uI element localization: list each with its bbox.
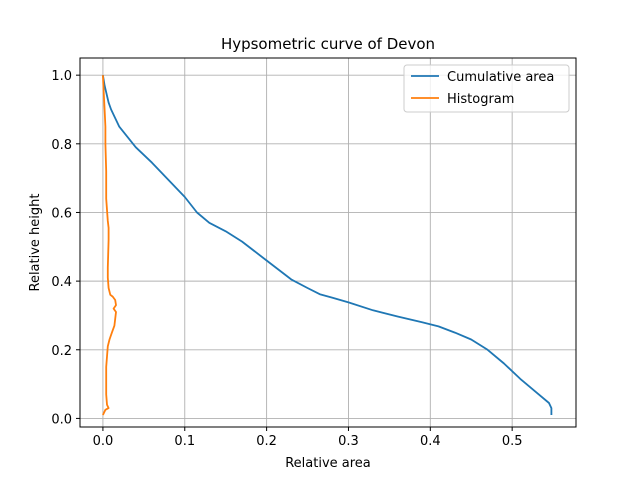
plot-frame xyxy=(79,57,577,428)
y-tick-label: 0.0 xyxy=(51,412,72,427)
y-axis-label: Relative height xyxy=(28,194,43,292)
tick-layer: 0.0 0.1 0.2 0.3 0.4 0.5 0.0 0.2 0.4 0.6 0.8 1.0 xyxy=(51,69,522,449)
chart-title: Hypsometric curve of Devon xyxy=(221,35,435,53)
x-tick-label: 0.1 xyxy=(174,434,195,449)
x-tick-label: 0.2 xyxy=(256,434,277,449)
y-tick-label: 0.4 xyxy=(51,275,72,290)
y-tick-label: 0.2 xyxy=(51,344,72,359)
x-tick-label: 0.4 xyxy=(420,434,441,449)
series-line-cumulative-area xyxy=(102,75,553,415)
series-line-histogram xyxy=(102,75,117,416)
legend-label-cumulative-area: Cumulative area xyxy=(447,70,554,85)
legend: Cumulative area Histogram xyxy=(403,64,570,113)
legend-box xyxy=(403,64,570,113)
y-tick-label: 0.6 xyxy=(51,206,72,221)
y-tick-label: 1.0 xyxy=(51,69,72,84)
y-tick-label: 0.8 xyxy=(51,138,72,153)
x-tick-label: 0.5 xyxy=(502,434,523,449)
x-axis-label: Relative area xyxy=(285,456,371,471)
series-layer xyxy=(102,75,553,416)
legend-label-histogram: Histogram xyxy=(447,92,514,107)
grid-layer xyxy=(80,58,576,427)
x-tick-label: 0.3 xyxy=(338,434,359,449)
x-tick-label: 0.0 xyxy=(93,434,114,449)
